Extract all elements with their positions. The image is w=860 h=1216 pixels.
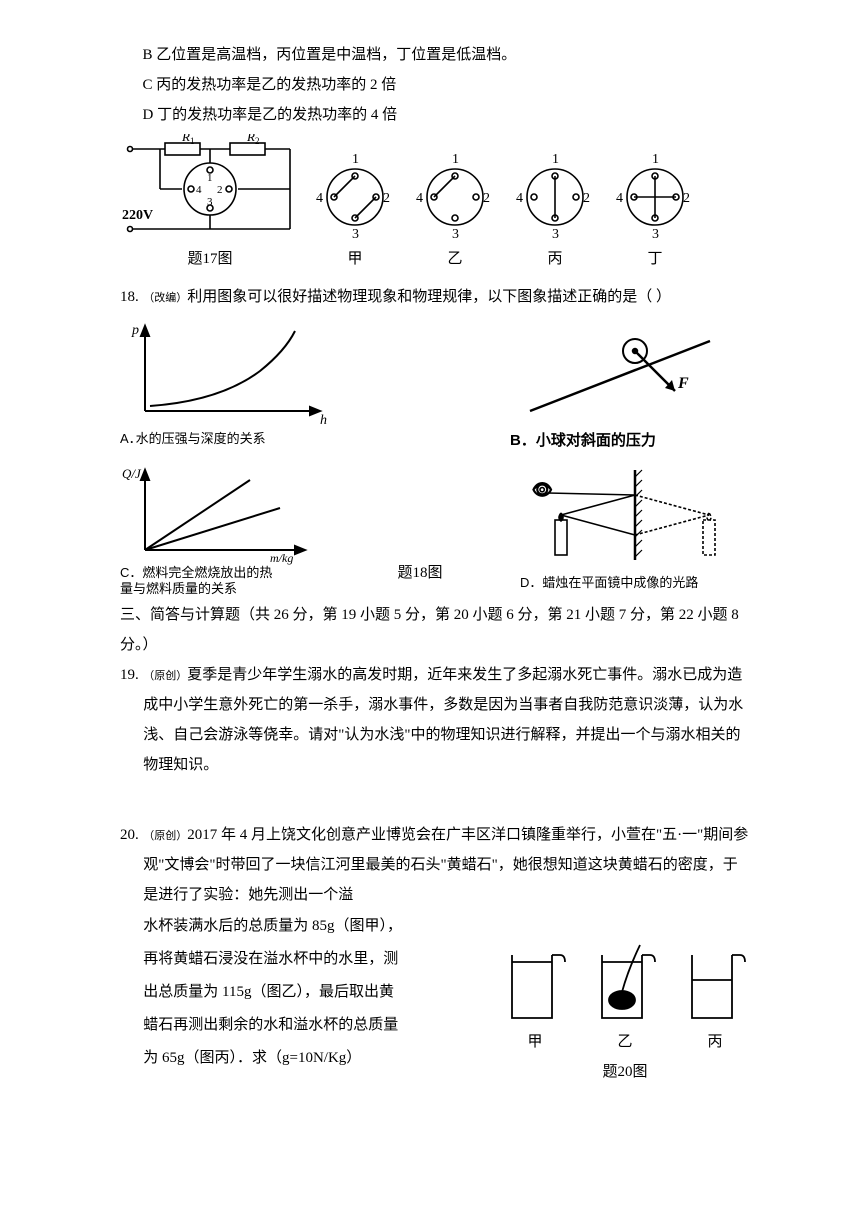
svg-text:4: 4 bbox=[516, 191, 523, 206]
q20-text-body: 水杯装满水后的总质量为 85g（图甲）， 再将黄蜡石浸没在溢水杯中的水里，测 出… bbox=[143, 910, 480, 1087]
q19-number: 19. bbox=[120, 660, 139, 780]
q20-number: 20. bbox=[120, 820, 139, 1087]
q20-label-yi: 乙 bbox=[590, 1027, 660, 1057]
q18-number: 18. bbox=[120, 282, 139, 312]
svg-text:2: 2 bbox=[483, 191, 490, 206]
svg-text:3: 3 bbox=[452, 227, 459, 242]
q18-panel-d: 👁 D．蜡烛在平面镜中成像的光路 bbox=[520, 465, 750, 596]
svg-text:1: 1 bbox=[552, 152, 559, 167]
q20-note: （原创） bbox=[143, 830, 187, 842]
svg-text:3: 3 bbox=[552, 227, 559, 242]
svg-text:4: 4 bbox=[616, 191, 623, 206]
svg-text:1: 1 bbox=[452, 152, 459, 167]
q18-panel-a: p h A．水的压强与深度的关系 bbox=[120, 316, 340, 456]
q18-panel-c: Q/J m/kg C．燃料完全燃烧放出的热量与燃料质量的关系 bbox=[120, 460, 320, 596]
svg-text:4: 4 bbox=[316, 191, 323, 206]
svg-text:2: 2 bbox=[217, 184, 223, 196]
svg-text:F: F bbox=[677, 375, 689, 392]
q20-cup-bing bbox=[680, 940, 750, 1025]
svg-text:👁: 👁 bbox=[532, 482, 552, 499]
q17-option-c: C 丙的发热功率是乙的发热功率的 2 倍 bbox=[120, 70, 750, 100]
q17-caption: 题17图 bbox=[120, 244, 300, 274]
svg-text:m/kg: m/kg bbox=[270, 551, 293, 565]
svg-text:2: 2 bbox=[255, 136, 260, 146]
svg-text:R: R bbox=[181, 134, 190, 144]
svg-text:1: 1 bbox=[652, 152, 659, 167]
q18-caption: 题18图 bbox=[397, 558, 442, 596]
svg-text:4: 4 bbox=[196, 184, 202, 196]
q20: 20. （原创）2017 年 4 月上饶文化创意产业博览会在广丰区洋口镇隆重举行… bbox=[120, 820, 750, 1087]
q20-cup-jia bbox=[500, 940, 570, 1025]
svg-text:1: 1 bbox=[352, 152, 359, 167]
q19-note: （原创） bbox=[143, 670, 187, 682]
svg-text:220V: 220V bbox=[122, 208, 153, 223]
q18: 18. （改编）利用图象可以很好描述物理现象和物理规律，以下图象描述正确的是（ … bbox=[120, 282, 750, 312]
q17-dial-ding: 12 34 丁 bbox=[610, 149, 700, 274]
svg-text:Q/J: Q/J bbox=[122, 466, 142, 481]
q19-text: 夏季是青少年学生溺水的高发时期，近年来发生了多起溺水死亡事件。溺水已成为造成中小… bbox=[143, 667, 743, 773]
svg-text:1: 1 bbox=[190, 136, 195, 146]
q17-dial-jia: 12 34 甲 bbox=[310, 149, 400, 274]
svg-text:3: 3 bbox=[652, 227, 659, 242]
q17-dial-bing: 12 34 丙 bbox=[510, 149, 600, 274]
q17-dial-yi: 12 34 乙 bbox=[410, 149, 500, 274]
q17-option-b: B 乙位置是高温档，丙位置是中温档，丁位置是低温档。 bbox=[120, 40, 750, 70]
q18-figrow-2: Q/J m/kg C．燃料完全燃烧放出的热量与燃料质量的关系 题18图 bbox=[120, 460, 750, 596]
svg-text:2: 2 bbox=[583, 191, 590, 206]
svg-text:3: 3 bbox=[207, 196, 213, 208]
q20-label-jia: 甲 bbox=[500, 1027, 570, 1057]
q19: 19. （原创）夏季是青少年学生溺水的高发时期，近年来发生了多起溺水死亡事件。溺… bbox=[120, 660, 750, 780]
q20-text-head: 2017 年 4 月上饶文化创意产业博览会在广丰区洋口镇隆重举行，小萱在"五·一… bbox=[143, 827, 748, 903]
q17-figure-row: R1 R2 1 2 3 4 220V 题17图 12 34 甲 bbox=[120, 134, 750, 274]
q18-figrow-1: p h A．水的压强与深度的关系 F B．小球对斜面的压力 bbox=[120, 316, 750, 456]
svg-text:R: R bbox=[246, 134, 255, 144]
svg-text:p: p bbox=[131, 323, 139, 338]
svg-text:1: 1 bbox=[207, 172, 213, 184]
q20-caption: 题20图 bbox=[500, 1057, 750, 1087]
svg-text:3: 3 bbox=[352, 227, 359, 242]
section3-heading: 三、简答与计算题（共 26 分，第 19 小题 5 分，第 20 小题 6 分，… bbox=[120, 600, 750, 660]
svg-text:h: h bbox=[320, 413, 327, 426]
q18-stem: 利用图象可以很好描述物理现象和物理规律，以下图象描述正确的是（ ） bbox=[187, 289, 671, 305]
q20-cup-yi bbox=[590, 940, 660, 1025]
q20-label-bing: 丙 bbox=[680, 1027, 750, 1057]
svg-text:2: 2 bbox=[383, 191, 390, 206]
svg-text:4: 4 bbox=[416, 191, 423, 206]
q17-circuit: R1 R2 1 2 3 4 220V 题17图 bbox=[120, 134, 300, 274]
q20-figure: 甲 乙 丙 题20图 bbox=[500, 910, 750, 1087]
q17-option-d: D 丁的发热功率是乙的发热功率的 4 倍 bbox=[120, 100, 750, 130]
q18-panel-b: F B．小球对斜面的压力 bbox=[510, 316, 750, 456]
svg-text:2: 2 bbox=[683, 191, 690, 206]
q18-note: （改编） bbox=[143, 292, 187, 304]
